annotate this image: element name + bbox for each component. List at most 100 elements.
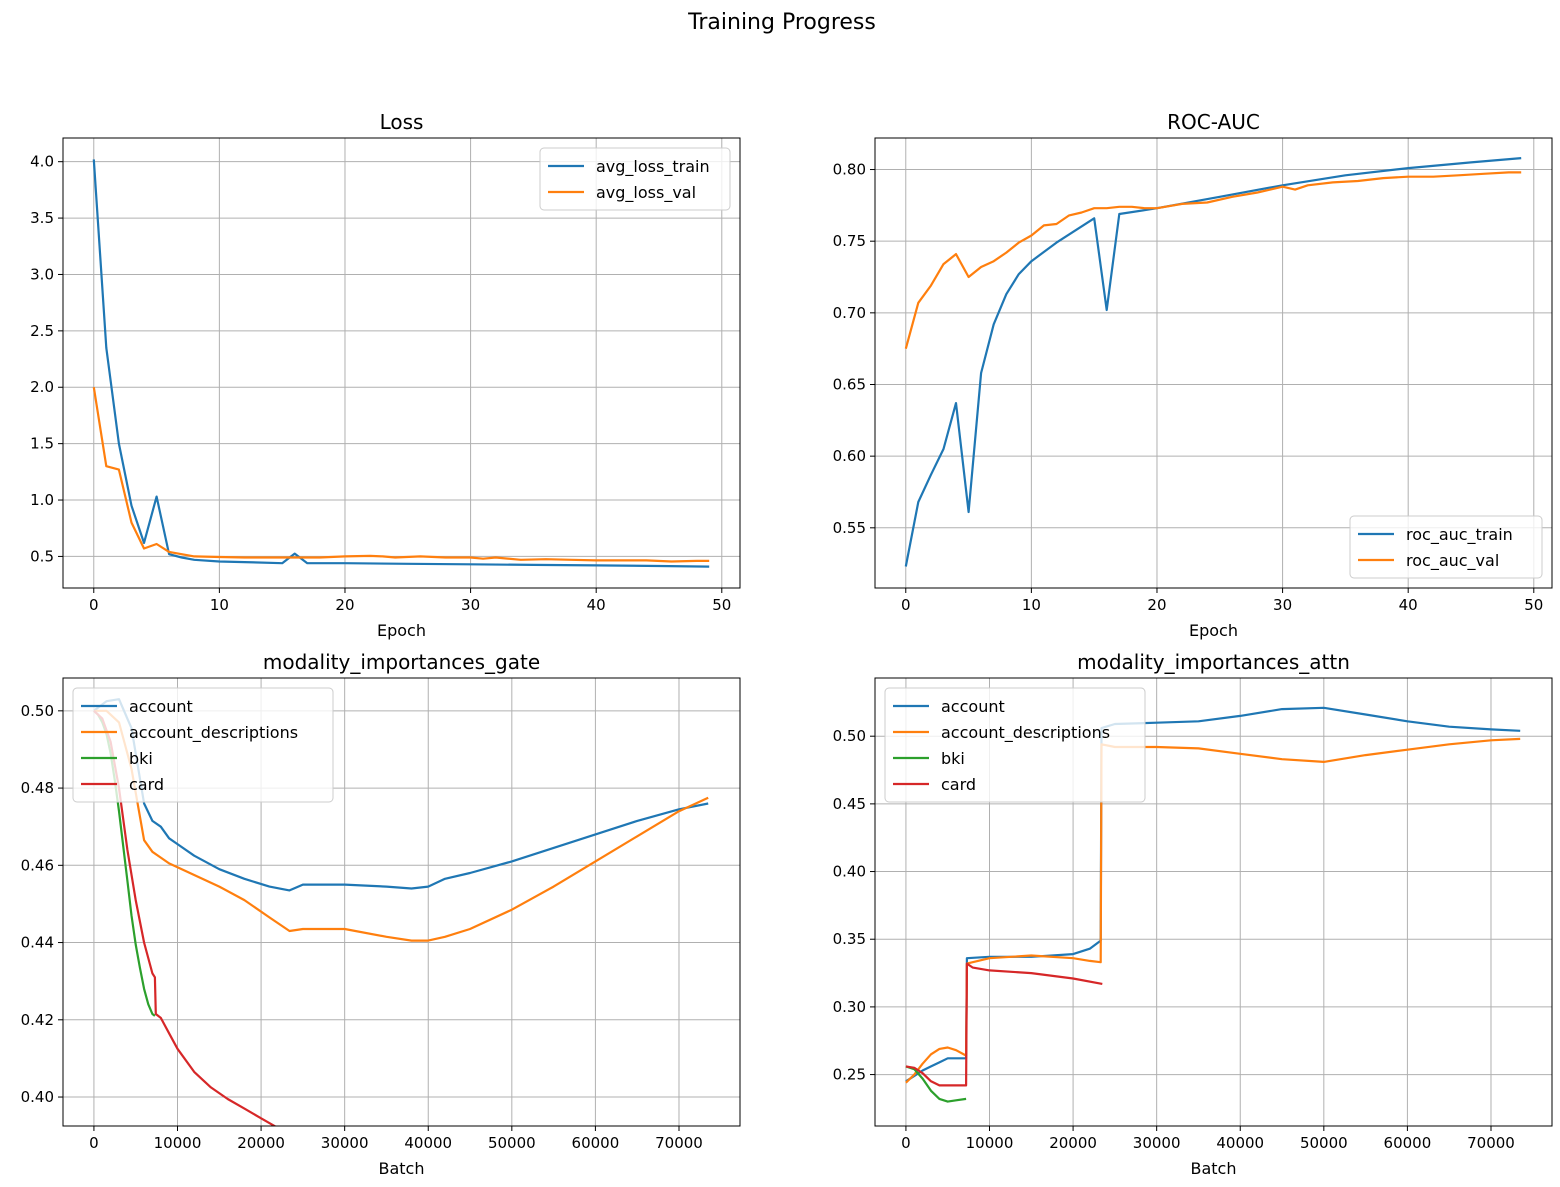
- loss-x-tick-label: 0: [89, 596, 99, 614]
- gate-series-account: [93, 698, 709, 892]
- attn-title: modality_importances_attn: [1077, 650, 1350, 674]
- attn-series-account-descriptions: [905, 737, 1521, 1084]
- roc-plot-frame: [874, 137, 1553, 589]
- roc-x-tick-label: 20: [1147, 596, 1166, 614]
- charts-container: Loss 0 10 20 30 40 50 0.5 1.0 1.5 2.0 2.5 3.0 3.5 4.0 E…: [21, 110, 1553, 1178]
- gate-legend-label: card: [129, 775, 164, 794]
- attn-legend-label: card: [941, 775, 976, 794]
- gate-legend-label: bki: [129, 749, 153, 768]
- attn-chart: modality_importances_attn 0 10000 20000 3000…: [833, 650, 1553, 1178]
- attn-legend-label: account: [941, 697, 1005, 716]
- attn-y-tick-label: 0.50: [833, 727, 866, 745]
- roc-x-tick-label: 40: [1399, 596, 1418, 614]
- loss-x-tick-label: 40: [587, 596, 606, 614]
- loss-x-tick-label: 30: [461, 596, 480, 614]
- gate-legend-box: [72, 687, 334, 803]
- gate-x-tick-label: 30000: [321, 1134, 369, 1152]
- gate-x-axis-label: Batch: [379, 1159, 425, 1178]
- loss-legend-label: avg_loss_train: [596, 157, 710, 177]
- gate-x-tick-label: 50000: [488, 1134, 536, 1152]
- loss-x-axis-label: Epoch: [377, 621, 426, 640]
- attn-x-tick-label: 50000: [1300, 1134, 1348, 1152]
- roc-title: ROC-AUC: [1167, 110, 1260, 134]
- gate-series-account-descriptions: [93, 709, 709, 942]
- roc-y-tick-label: 0.60: [833, 447, 866, 465]
- attn-series-bki: [905, 1065, 967, 1103]
- gate-legend-label: account: [129, 697, 193, 716]
- loss-series-group: [92, 159, 710, 568]
- attn-x-tick-label: 70000: [1467, 1134, 1515, 1152]
- gate-title: modality_importances_gate: [263, 650, 540, 674]
- attn-legend-label: bki: [941, 749, 965, 768]
- loss-x-tick-label: 50: [712, 596, 731, 614]
- roc-legend: roc_auc_train roc_auc_val: [1349, 515, 1543, 579]
- gate-x-tick-label: 20000: [237, 1134, 285, 1152]
- loss-legend-label: avg_loss_val: [596, 183, 696, 203]
- loss-y-tick-label: 3.5: [30, 209, 54, 227]
- attn-series-card: [905, 962, 1103, 1087]
- attn-y-tick-label: 0.30: [833, 998, 866, 1016]
- gate-x-tick-label: 60000: [572, 1134, 620, 1152]
- attn-x-tick-label: 10000: [966, 1134, 1014, 1152]
- figure-suptitle: Training Progress: [687, 10, 876, 35]
- attn-plot-frame: [874, 677, 1553, 1127]
- attn-x-tick-label: 0: [901, 1134, 911, 1152]
- attn-x-tick-label: 30000: [1133, 1134, 1181, 1152]
- attn-series-account: [905, 706, 1521, 1083]
- roc-legend-label: roc_auc_train: [1406, 525, 1513, 545]
- gate-y-tick-label: 0.48: [21, 779, 54, 797]
- attn-y-tick-label: 0.45: [833, 795, 866, 813]
- loss-y-tick-label: 1.5: [30, 435, 54, 453]
- loss-plot-frame: [62, 137, 741, 589]
- roc-x-tick-label: 0: [901, 596, 911, 614]
- loss-y-tick-label: 2.0: [30, 378, 54, 396]
- loss-legend: avg_loss_train avg_loss_val: [539, 147, 731, 211]
- gate-chart: modality_importances_gate 0 10000 20000 3000…: [21, 650, 741, 1178]
- roc-series-group: [904, 157, 1522, 567]
- gate-y-tick-label: 0.42: [21, 1011, 54, 1029]
- roc-y-tick-label: 0.65: [833, 375, 866, 393]
- loss-y-tick-label: 4.0: [30, 153, 54, 171]
- loss-series-avg-loss-train: [92, 159, 710, 568]
- loss-y-tick-label: 3.0: [30, 265, 54, 283]
- roc-y-tick-label: 0.80: [833, 161, 866, 179]
- roc-x-tick-label: 30: [1273, 596, 1292, 614]
- roc-legend-label: roc_auc_val: [1406, 551, 1499, 571]
- gate-plot-frame: [62, 677, 741, 1127]
- attn-x-tick-label: 20000: [1049, 1134, 1097, 1152]
- roc-legend-box: [1349, 515, 1543, 579]
- loss-y-tick-label: 2.5: [30, 322, 54, 340]
- gate-x-tick-label: 0: [89, 1134, 99, 1152]
- attn-series-group: [905, 706, 1521, 1103]
- attn-y-tick-label: 0.35: [833, 930, 866, 948]
- gate-y-tick-label: 0.50: [21, 702, 54, 720]
- attn-x-axis-label: Batch: [1191, 1159, 1237, 1178]
- gate-x-tick-label: 70000: [655, 1134, 703, 1152]
- roc-series-roc-auc-val: [904, 171, 1522, 349]
- roc-y-tick-label: 0.75: [833, 232, 866, 250]
- attn-legend-label: account_descriptions: [941, 723, 1110, 743]
- loss-series-avg-loss-val: [92, 387, 710, 563]
- gate-y-tick-label: 0.40: [21, 1088, 54, 1106]
- loss-y-tick-label: 0.5: [30, 547, 54, 565]
- attn-legend-box: [884, 687, 1146, 803]
- attn-x-tick-label: 60000: [1384, 1134, 1432, 1152]
- gate-x-tick-label: 40000: [404, 1134, 452, 1152]
- loss-title: Loss: [380, 110, 424, 134]
- loss-chart: Loss 0 10 20 30 40 50 0.5 1.0 1.5 2.0 2.5 3.0 3.5 4.0 E…: [30, 110, 741, 640]
- gate-y-tick-label: 0.44: [21, 934, 54, 952]
- loss-x-tick-label: 20: [335, 596, 354, 614]
- loss-y-tick-label: 1.0: [30, 491, 54, 509]
- attn-x-tick-label: 40000: [1216, 1134, 1264, 1152]
- roc-y-tick-label: 0.70: [833, 304, 866, 322]
- gate-y-tick-label: 0.46: [21, 856, 54, 874]
- roc-x-tick-label: 10: [1022, 596, 1041, 614]
- attn-y-tick-label: 0.40: [833, 863, 866, 881]
- gate-x-tick-label: 10000: [154, 1134, 202, 1152]
- roc-x-axis-label: Epoch: [1189, 621, 1238, 640]
- loss-legend-box: [539, 147, 731, 211]
- roc-chart: ROC-AUC 0 10 20 30 40 50 0.55 0.60 0.65 0.70 0.75 0.…: [833, 110, 1553, 640]
